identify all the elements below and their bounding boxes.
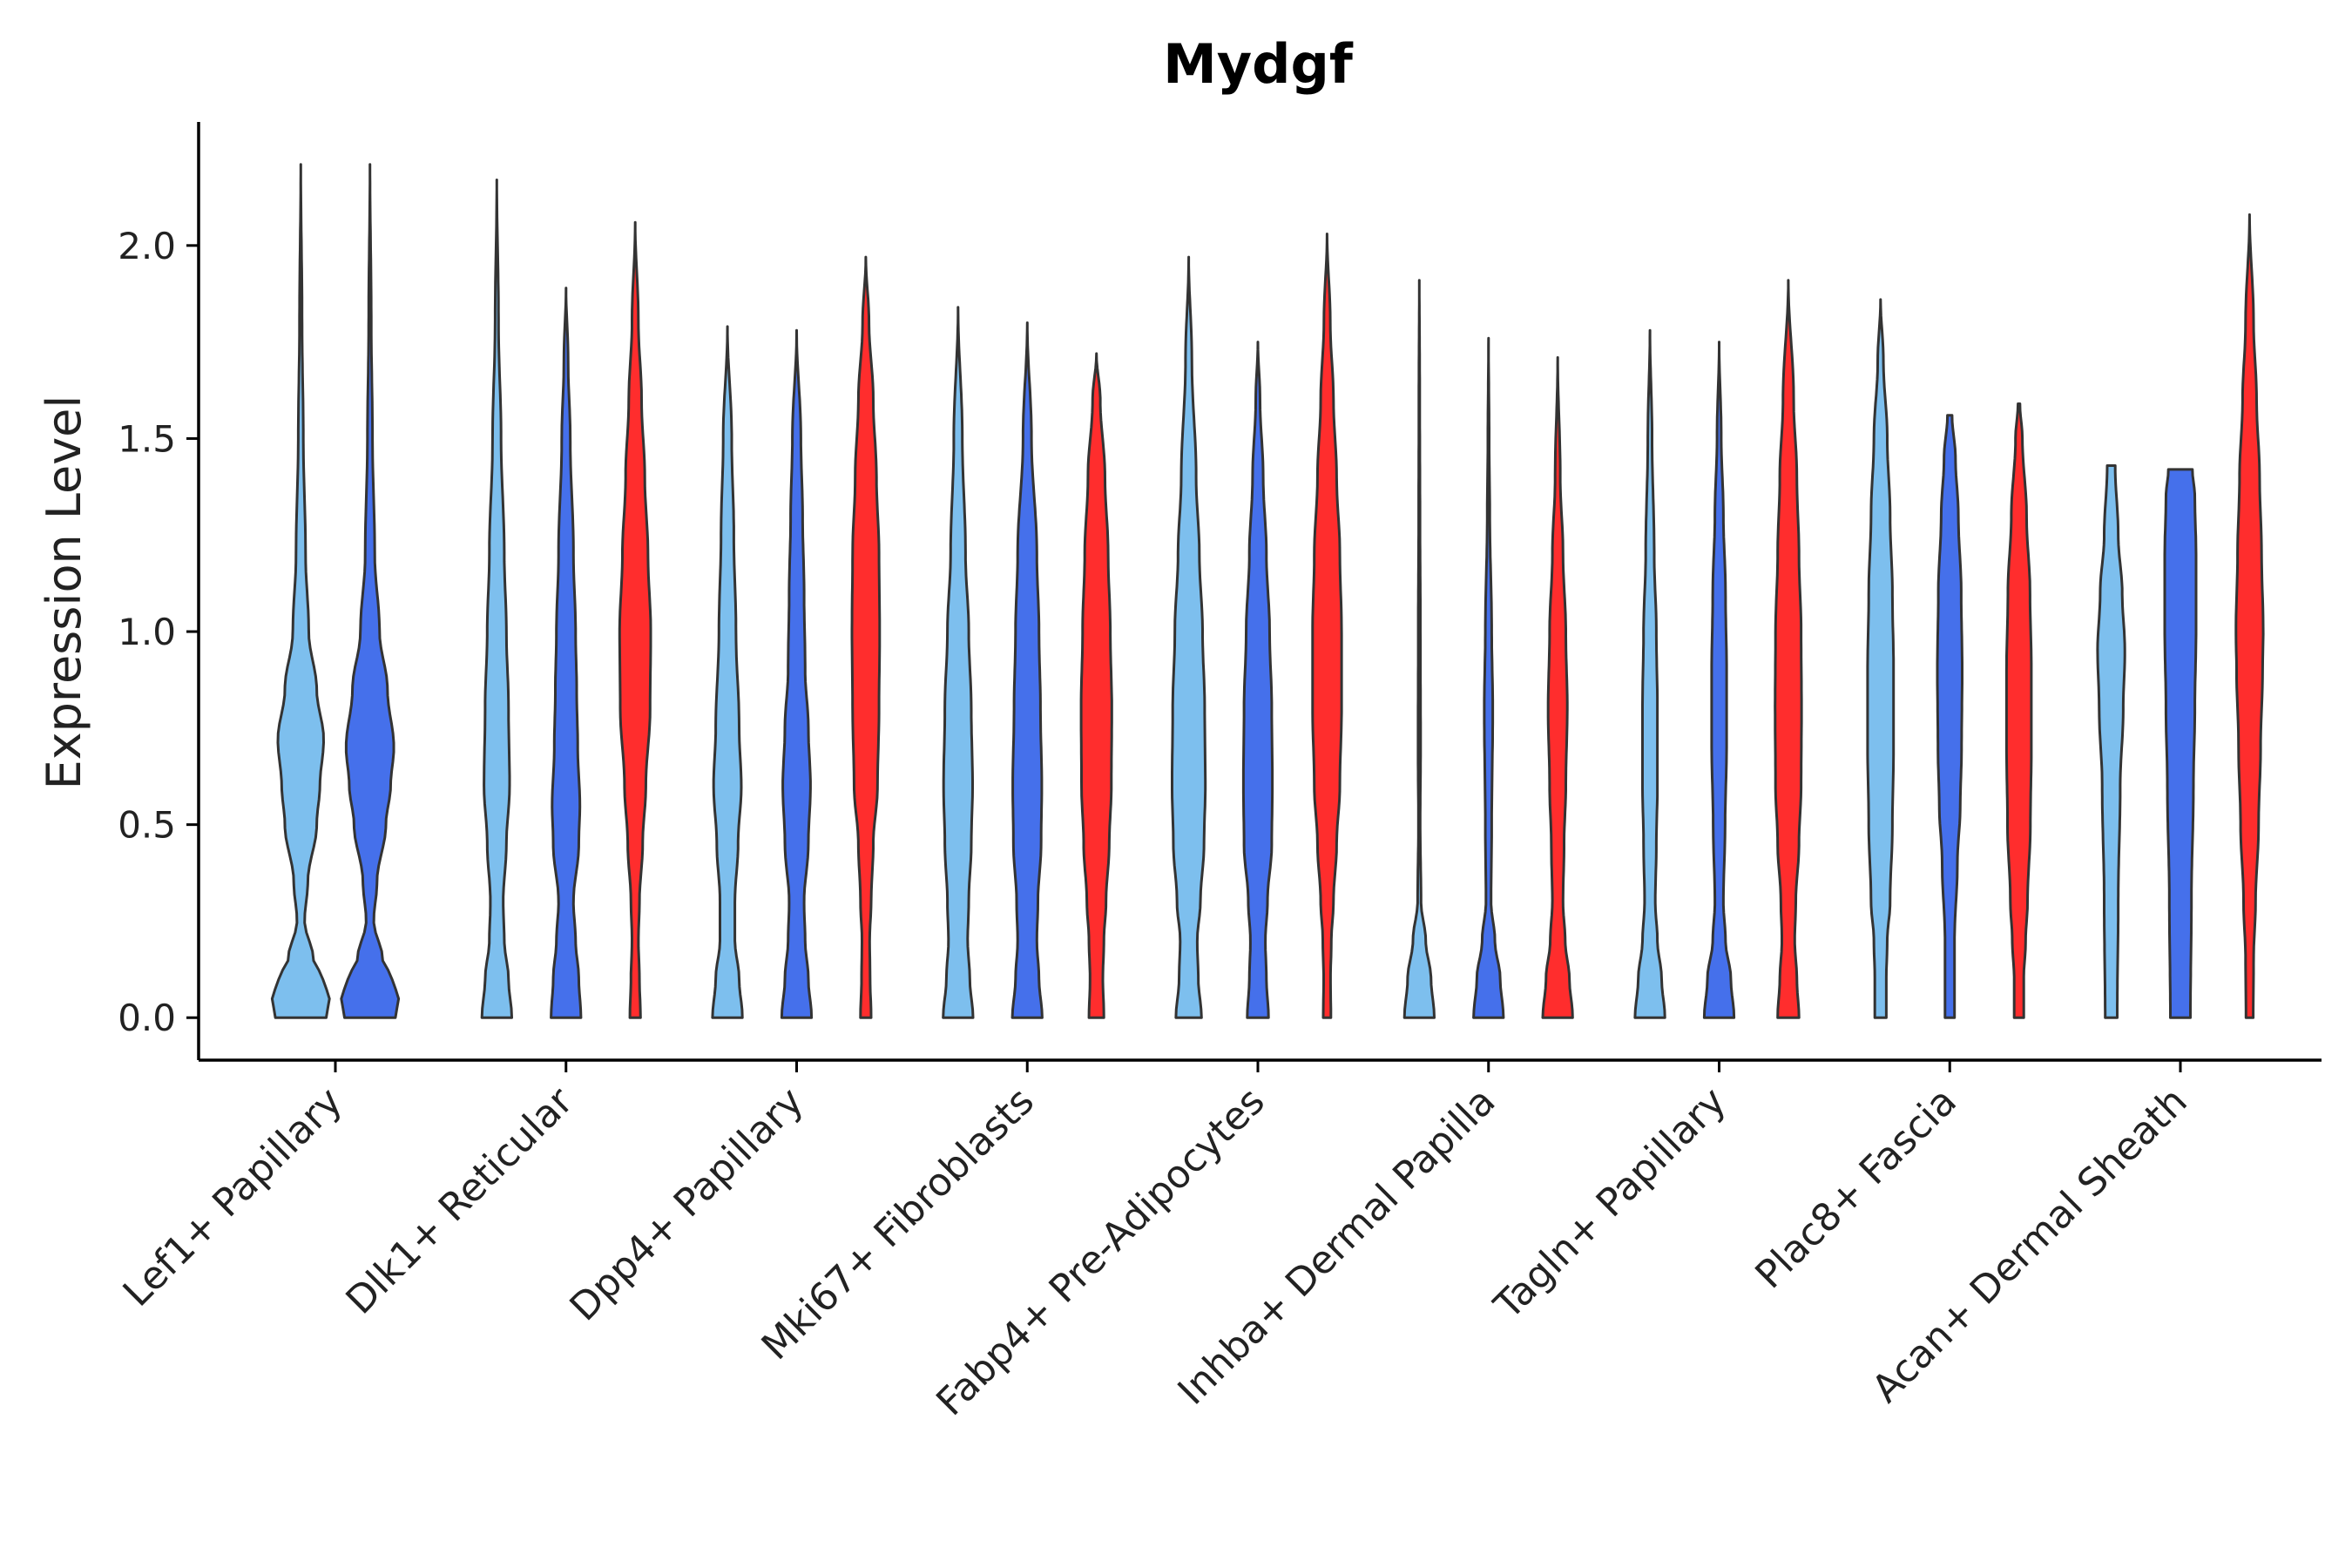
violin-6-2 [1472, 336, 1505, 1019]
violin-3-1 [711, 325, 744, 1019]
violin-9-3 [2234, 213, 2265, 1019]
y-tick-label-0: 0.0 [118, 997, 176, 1039]
violin-5-2 [1241, 341, 1274, 1019]
violin-3-2 [780, 328, 814, 1019]
violin-1-2 [340, 163, 401, 1019]
violin-8-3 [2004, 402, 2033, 1019]
violin-8-2 [1936, 414, 1963, 1019]
violin-6-1 [1402, 279, 1436, 1019]
violin-8-1 [1866, 298, 1896, 1019]
violin-layer [270, 163, 2265, 1019]
violin-9-2 [2163, 468, 2198, 1019]
y-tick-label-1: 0.5 [118, 804, 176, 847]
x-tick-label-0: Lef1+ Papillary [115, 1079, 351, 1315]
violin-3-3 [850, 255, 882, 1019]
violin-1-1 [270, 163, 331, 1019]
violin-2-3 [618, 220, 652, 1019]
violin-5-1 [1171, 255, 1207, 1019]
y-tick-label-4: 2.0 [118, 225, 176, 267]
violin-4-1 [942, 306, 975, 1019]
violin-4-2 [1010, 321, 1044, 1019]
violin-9-1 [2096, 464, 2126, 1019]
violin-7-1 [1633, 328, 1666, 1019]
y-axis-title: Expression Level [37, 395, 91, 790]
violin-7-3 [1774, 279, 1803, 1019]
y-tick-label-3: 1.5 [118, 417, 176, 460]
violin-4-3 [1079, 352, 1113, 1019]
violin-7-2 [1702, 341, 1736, 1019]
x-tick-label-7: Plac8+ Fascia [1747, 1079, 1966, 1298]
y-tick-label-2: 1.0 [118, 611, 176, 653]
violin-2-1 [480, 179, 513, 1019]
violin-6-3 [1541, 355, 1574, 1019]
x-tick-label-6: Tagln+ Papillary [1485, 1079, 1734, 1328]
x-tick-label-2: Dpp4+ Papillary [562, 1079, 813, 1330]
violin-2-2 [550, 287, 583, 1019]
chart-title: Mydgf [1163, 32, 1354, 96]
x-tick-label-1: Dlk1+ Reticular [338, 1078, 583, 1323]
violin-5-3 [1311, 233, 1343, 1019]
